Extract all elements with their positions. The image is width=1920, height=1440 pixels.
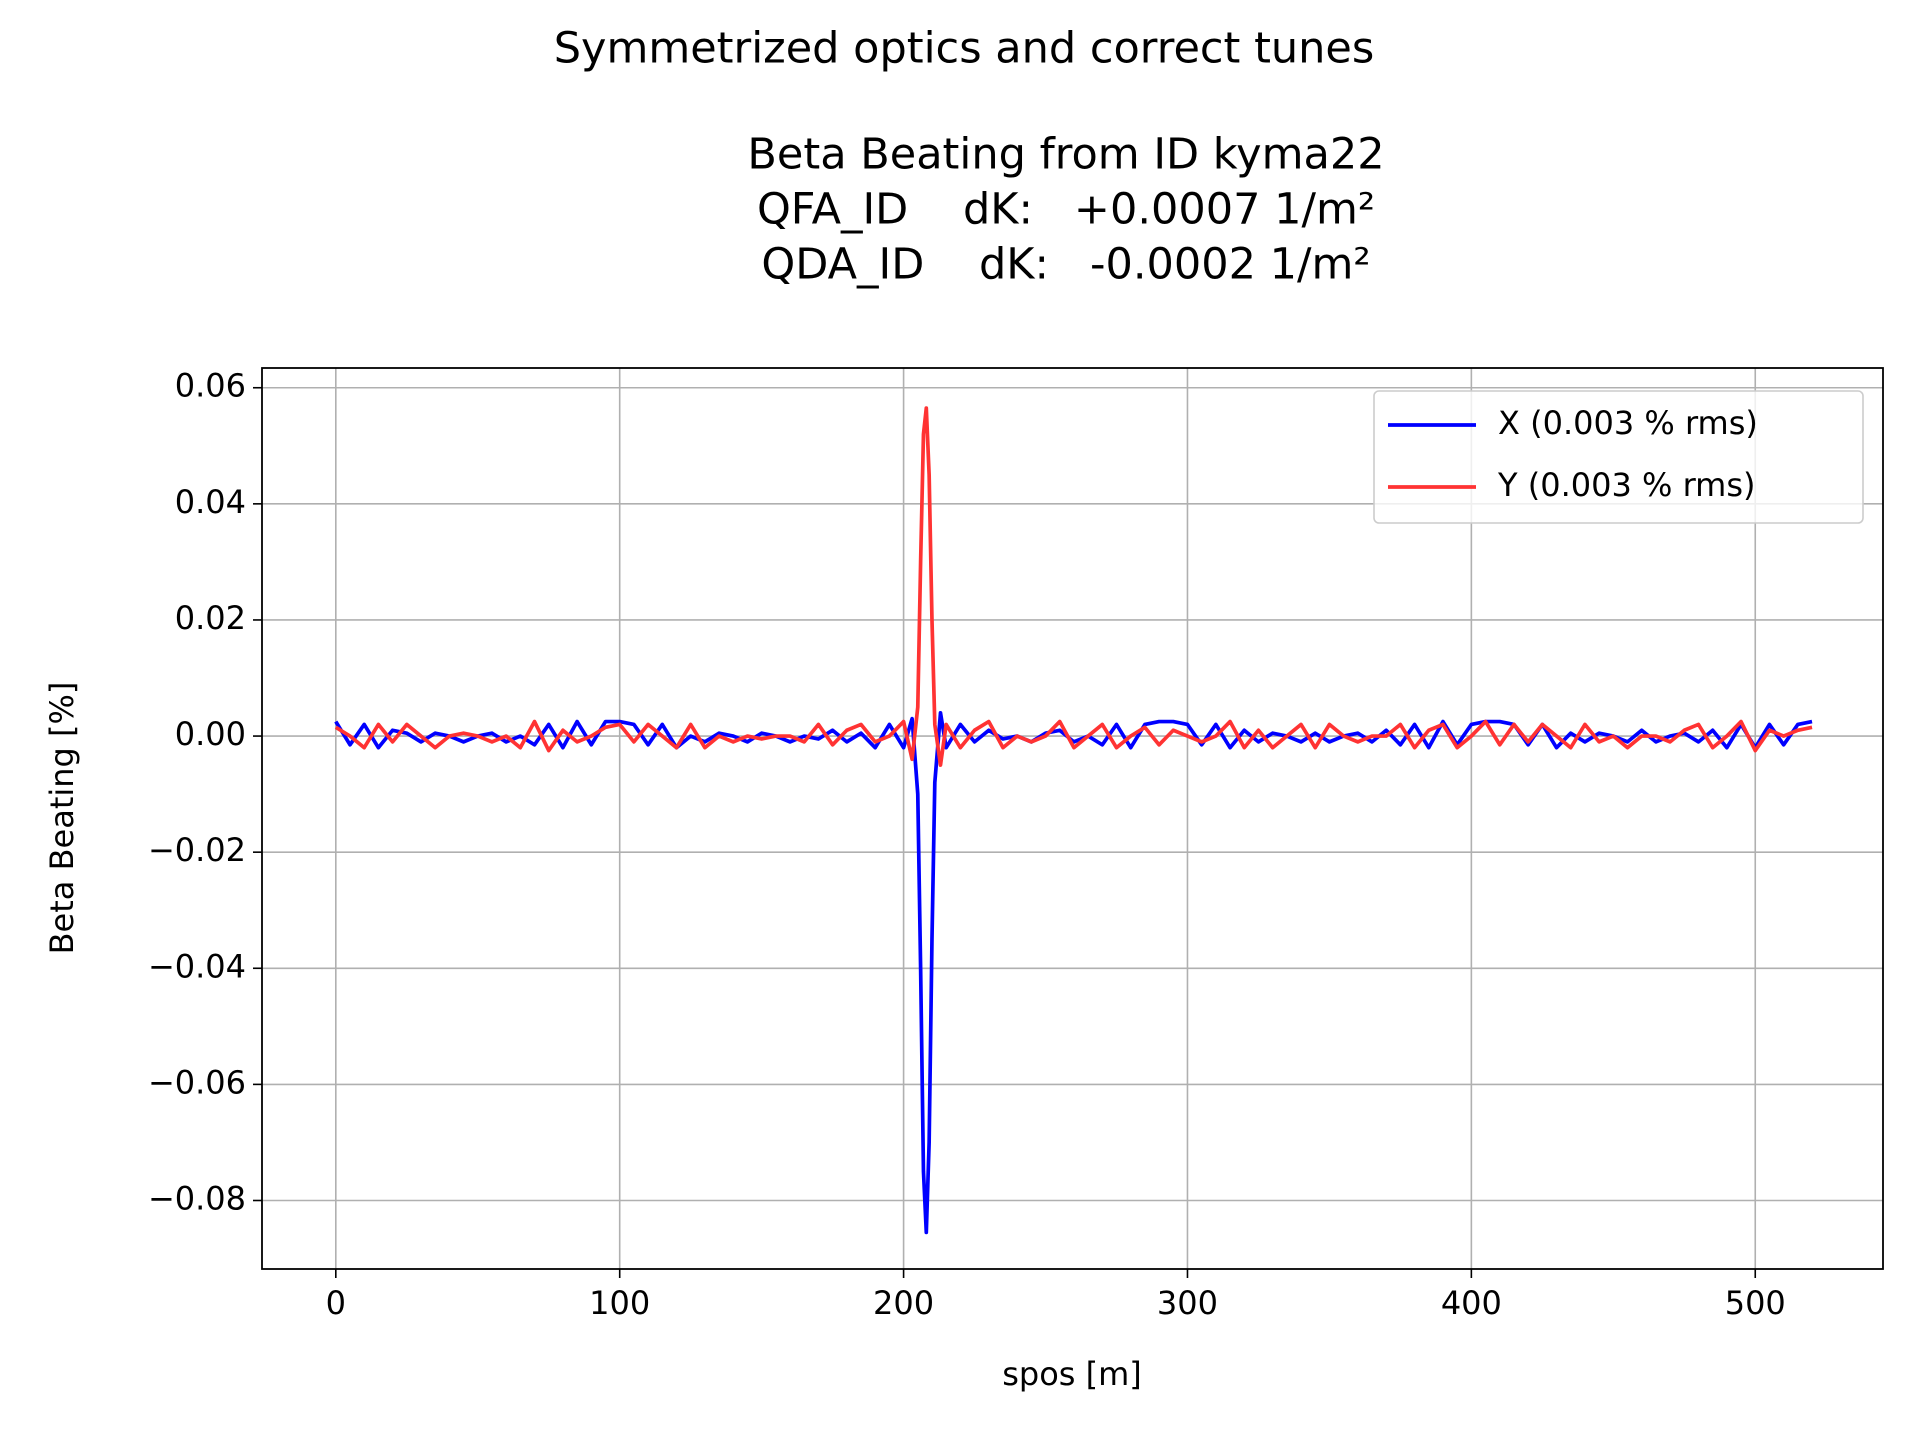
y-tick-label: −0.02 <box>148 831 246 869</box>
y-axis-label: Beta Beating [%] <box>43 682 81 955</box>
x-tick-label: 200 <box>873 1284 934 1322</box>
y-tick-label: 0.00 <box>175 715 246 753</box>
plot-frame <box>261 367 1884 1270</box>
legend-box <box>1373 390 1864 524</box>
x-tick-label: 100 <box>589 1284 650 1322</box>
y-tick-label: −0.08 <box>148 1179 246 1217</box>
x-tick-label: 300 <box>1157 1284 1218 1322</box>
chart-title: QFA_ID dK: +0.0007 1/m² <box>757 185 1375 235</box>
y-tick-label: 0.04 <box>175 483 246 521</box>
series-line <box>334 406 1813 767</box>
suptitle: Symmetrized optics and correct tunes <box>554 24 1375 74</box>
x-tick-label: 500 <box>1725 1284 1786 1322</box>
y-tick-label: 0.06 <box>175 367 246 405</box>
y-tick-label: −0.06 <box>148 1063 246 1101</box>
x-tick-label: 0 <box>326 1284 346 1322</box>
legend-label: Y (0.003 % rms) <box>1497 466 1755 504</box>
chart-title: QDA_ID dK: -0.0002 1/m² <box>761 240 1370 290</box>
y-tick-label: −0.04 <box>148 947 246 985</box>
legend-label: X (0.003 % rms) <box>1498 404 1758 442</box>
x-axis-label: spos [m] <box>1002 1355 1142 1393</box>
y-tick-label: 0.02 <box>175 599 246 637</box>
x-tick-label: 400 <box>1441 1284 1502 1322</box>
chart-title: Beta Beating from ID kyma22 <box>747 130 1384 180</box>
